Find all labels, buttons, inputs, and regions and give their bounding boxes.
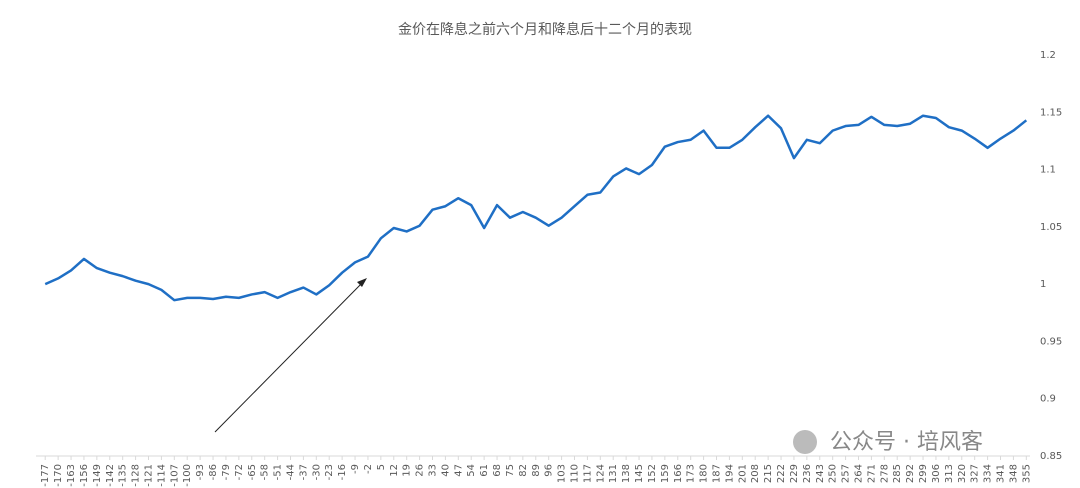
x-tick-label: 313 <box>944 464 955 483</box>
x-tick-label: -107 <box>169 464 180 487</box>
y-tick-label: 1.2 <box>1040 50 1056 61</box>
x-tick-label: 187 <box>711 464 722 483</box>
x-tick-label: 5 <box>376 464 387 470</box>
x-tick-label: 299 <box>918 464 929 483</box>
x-tick-label: -163 <box>66 464 77 487</box>
x-tick-label: 173 <box>686 464 697 483</box>
x-tick-label: 222 <box>776 464 787 483</box>
x-tick-label: 348 <box>1008 464 1019 483</box>
x-tick-label: -142 <box>105 464 116 487</box>
x-tick-label: 243 <box>815 464 826 483</box>
x-tick-label: -93 <box>195 464 206 480</box>
x-tick-label: 257 <box>841 464 852 483</box>
x-tick-label: 327 <box>970 464 981 483</box>
watermark: 公众号 · 培风客 <box>830 430 983 455</box>
x-tick-label: 250 <box>828 464 839 483</box>
x-tick-label: 180 <box>699 464 710 483</box>
x-tick-label: -121 <box>143 464 154 487</box>
y-tick-label: 1 <box>1040 279 1046 290</box>
x-tick-label: -23 <box>324 464 335 480</box>
x-tick-label: -135 <box>118 464 129 487</box>
y-tick-label: 1.1 <box>1040 165 1056 176</box>
x-tick-label: 12 <box>389 464 400 477</box>
x-tick-label: -177 <box>40 464 51 487</box>
x-tick-label: 68 <box>492 464 503 477</box>
x-tick-label: 292 <box>905 464 916 483</box>
x-tick-label: 152 <box>647 464 658 483</box>
x-tick-label: 334 <box>983 464 994 483</box>
x-tick-label: -79 <box>221 464 232 480</box>
x-tick-label: 355 <box>1021 464 1032 483</box>
x-tick-label: -44 <box>285 464 296 480</box>
y-tick-label: 1.15 <box>1040 107 1062 118</box>
x-tick-label: -16 <box>337 464 348 480</box>
x-tick-label: 124 <box>595 464 606 483</box>
x-tick-label: 61 <box>479 464 490 477</box>
x-tick-label: 96 <box>544 464 555 477</box>
x-tick-label: -65 <box>247 464 258 480</box>
x-tick-label: -114 <box>156 464 167 487</box>
x-tick-label: 341 <box>995 464 1006 483</box>
x-tick-label: 145 <box>634 464 645 483</box>
x-tick-label: -72 <box>234 464 245 480</box>
x-tick-label: 271 <box>866 464 877 483</box>
x-tick-label: 229 <box>789 464 800 483</box>
x-tick-label: 89 <box>531 464 542 477</box>
x-tick-label: -170 <box>53 464 64 487</box>
x-tick-label: 285 <box>892 464 903 483</box>
x-tick-label: -149 <box>92 464 103 487</box>
x-tick-label: 236 <box>802 464 813 483</box>
x-tick-label: 159 <box>660 464 671 483</box>
x-tick-label: 131 <box>608 464 619 483</box>
x-tick-label: -9 <box>350 464 361 474</box>
x-tick-label: 75 <box>505 464 516 477</box>
x-tick-label: -37 <box>298 464 309 480</box>
y-tick-label: 0.9 <box>1040 394 1056 405</box>
annotation-arrow <box>214 279 366 433</box>
x-tick-label: -2 <box>363 464 374 474</box>
watermark-icon <box>793 430 817 454</box>
arrow-head <box>357 278 367 287</box>
x-tick-label: 320 <box>957 464 968 483</box>
x-tick-label: 138 <box>621 464 632 483</box>
x-tick-label: 166 <box>673 464 684 483</box>
x-tick-label: -58 <box>260 464 271 480</box>
x-tick-label: 103 <box>557 464 568 483</box>
x-tick-label: -86 <box>208 464 219 480</box>
x-tick-label: 306 <box>931 464 942 483</box>
x-tick-label: 19 <box>402 464 413 477</box>
x-tick-label: 82 <box>518 464 529 477</box>
x-tick-label: -51 <box>273 464 284 480</box>
x-tick-label: 194 <box>724 464 735 483</box>
chart-title: 金价在降息之前六个月和降息后十二个月的表现 <box>398 21 692 38</box>
y-tick-label: 0.95 <box>1040 336 1062 347</box>
x-tick-label: 110 <box>569 464 580 483</box>
y-tick-label: 1.05 <box>1040 222 1062 233</box>
x-tick-label: 201 <box>737 464 748 483</box>
x-tick-label: -156 <box>79 464 90 487</box>
x-tick-label: -128 <box>131 464 142 487</box>
x-tick-label: 264 <box>853 464 864 483</box>
x-tick-label: 26 <box>415 464 426 477</box>
x-tick-label: 40 <box>440 464 451 477</box>
x-tick-label: 278 <box>879 464 890 483</box>
x-tick-label: -100 <box>182 464 193 487</box>
x-tick-label: 215 <box>763 464 774 483</box>
y-tick-label: 0.85 <box>1040 451 1062 462</box>
data-line <box>44 114 1028 302</box>
x-tick-label: 54 <box>466 464 477 477</box>
x-tick-label: 47 <box>453 464 464 477</box>
x-tick-label: -30 <box>311 464 322 480</box>
x-tick-label: 117 <box>582 464 593 483</box>
x-tick-label: 33 <box>427 464 438 477</box>
x-tick-label: 208 <box>750 464 761 483</box>
